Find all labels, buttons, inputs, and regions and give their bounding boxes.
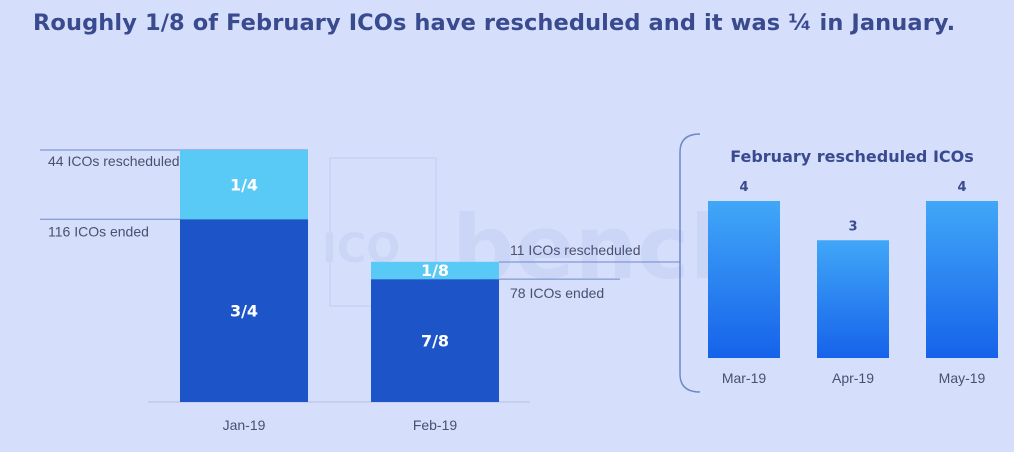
rescheduled-bar-chart: February rescheduled ICOs 4 3 4 Mar-19 Apr-… (708, 147, 998, 386)
segment-label: 7/8 (421, 331, 449, 350)
svg-text:bench: bench (452, 196, 752, 299)
bar-segment (180, 150, 308, 220)
stacked-bar-chart: 3/4 1/4 7/8 1/8 44 ICOs rescheduled 116 ICOs… (40, 149, 640, 433)
annotation-label: 116 ICOs ended (48, 223, 149, 239)
x-tick-label: Jan-19 (223, 417, 266, 433)
x-tick-label: Feb-19 (413, 417, 458, 433)
segment-label: 1/8 (421, 261, 449, 280)
chart-title: Roughly 1/8 of February ICOs have resche… (33, 10, 956, 36)
x-tick-label: Apr-19 (832, 370, 874, 386)
bar (817, 240, 889, 358)
segment-label: 3/4 (230, 301, 258, 320)
annotation-label: 11 ICOs rescheduled (510, 242, 640, 258)
bracket (679, 133, 701, 393)
data-label: 4 (957, 180, 966, 195)
bar (926, 201, 998, 358)
data-label: 3 (848, 219, 857, 234)
bar-segment (371, 261, 499, 280)
right-chart-title: February rescheduled ICOs (730, 147, 974, 166)
annotation-label: 78 ICOs ended (510, 285, 604, 301)
bar-segment (371, 279, 499, 402)
bar (708, 201, 780, 358)
annotation-label: 44 ICOs rescheduled (48, 153, 180, 169)
x-tick-label: May-19 (939, 370, 986, 386)
x-tick-label: Mar-19 (722, 370, 767, 386)
bar-segment (180, 219, 308, 402)
segment-label: 1/4 (230, 175, 258, 194)
watermark-logo: ICO bench (322, 157, 752, 307)
data-label: 4 (739, 180, 748, 195)
